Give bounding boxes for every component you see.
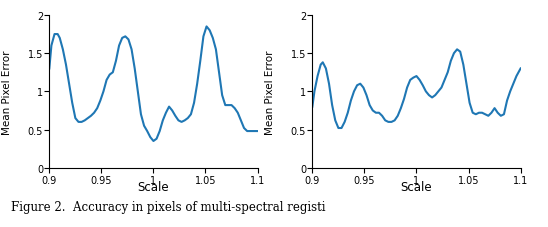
Y-axis label: Mean Pixel Error: Mean Pixel Error [2, 50, 12, 134]
X-axis label: Scale: Scale [138, 180, 169, 193]
Text: Figure 2.  Accuracy in pixels of multi-spectral registi: Figure 2. Accuracy in pixels of multi-sp… [11, 200, 326, 213]
X-axis label: Scale: Scale [401, 180, 432, 193]
Y-axis label: Mean Pixel Error: Mean Pixel Error [265, 50, 275, 134]
